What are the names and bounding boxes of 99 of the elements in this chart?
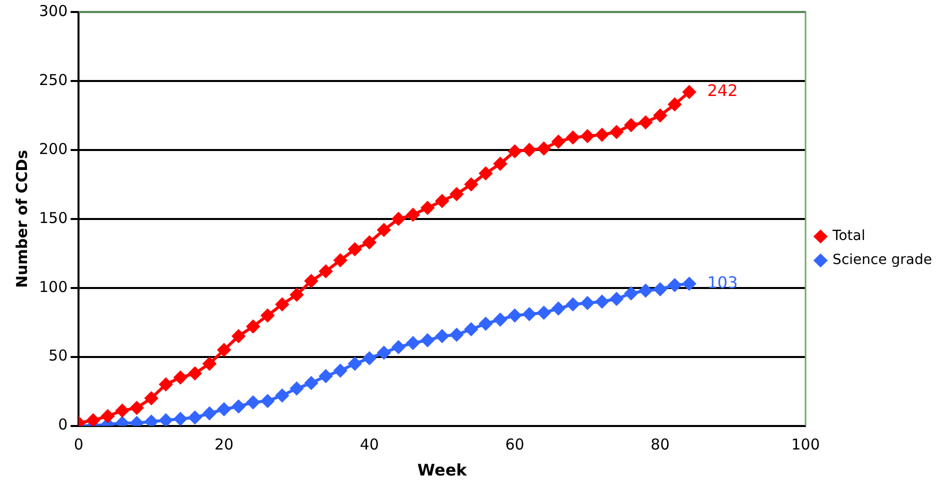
legend-label: Total [832,228,866,244]
point [246,320,260,333]
point [174,412,187,426]
point [406,336,420,350]
point [144,392,158,405]
point [188,411,202,424]
point [610,126,624,138]
point [218,402,231,416]
y-tick-label: 250 [38,70,68,89]
point [174,371,187,384]
annotation: 103 [707,272,738,292]
x-tick-label: 40 [360,436,379,454]
x-tick-label: 100 [791,436,820,454]
legend-label: Science grade [832,252,932,268]
point [566,131,580,144]
point [552,135,565,148]
point [406,208,420,222]
point [276,298,289,311]
point [101,410,114,423]
point [392,212,405,226]
point [202,357,216,370]
annotation: 242 [707,81,738,100]
point [377,346,390,360]
y-tick-label: 50 [48,346,68,365]
point [537,306,550,320]
point [319,264,332,278]
point [159,378,172,391]
point [86,414,100,426]
point [654,108,667,122]
y-tick-label: 200 [38,140,68,158]
y-tick-label: 150 [38,208,68,227]
point [494,157,507,170]
point [537,142,550,156]
point [682,86,696,98]
point [290,382,304,396]
point [654,282,667,296]
point [159,414,172,426]
point [566,298,580,311]
point [334,364,347,378]
x-axis-title: Week [417,460,468,480]
point [508,308,522,322]
point [304,274,318,288]
point [668,278,682,292]
point [290,288,304,302]
point [261,308,274,322]
point [362,352,376,365]
point [304,376,318,390]
point [624,286,638,300]
x-tick-label: 20 [214,436,234,454]
point [479,166,492,180]
point [232,330,246,343]
point [596,128,609,142]
point [596,295,609,308]
point [348,357,362,370]
point [508,144,522,158]
point [377,223,390,236]
point [580,130,594,143]
point [436,194,449,208]
point [218,343,231,356]
point [610,292,624,306]
point [494,313,507,326]
point [362,236,376,249]
point [464,322,478,336]
point [639,284,652,298]
point [261,394,274,408]
point [639,116,652,129]
point [682,277,696,290]
point [276,388,289,402]
point [464,178,478,191]
point [188,366,202,380]
y-tick-label: 0 [58,416,68,434]
point [522,308,536,321]
point [421,334,434,347]
point [319,370,332,383]
point [348,242,362,256]
point [246,396,260,409]
y-tick-label: 100 [38,278,68,296]
point [436,330,449,343]
x-tick-label: 80 [650,436,670,454]
point [202,406,216,420]
x-tick-label: 0 [74,436,84,454]
y-tick-label: 300 [38,2,68,20]
point [130,401,144,414]
point [144,415,158,426]
point [552,302,565,316]
y-axis-title: Number of CCDs [12,150,31,288]
point [450,188,464,201]
point [116,404,129,418]
point [334,254,347,267]
point [392,340,405,354]
point [624,118,638,132]
point [522,143,536,156]
point [479,317,492,330]
point [668,98,682,111]
point [580,296,594,310]
point [421,201,434,214]
point [232,400,246,413]
point [450,328,464,342]
x-tick-label: 60 [505,436,524,454]
